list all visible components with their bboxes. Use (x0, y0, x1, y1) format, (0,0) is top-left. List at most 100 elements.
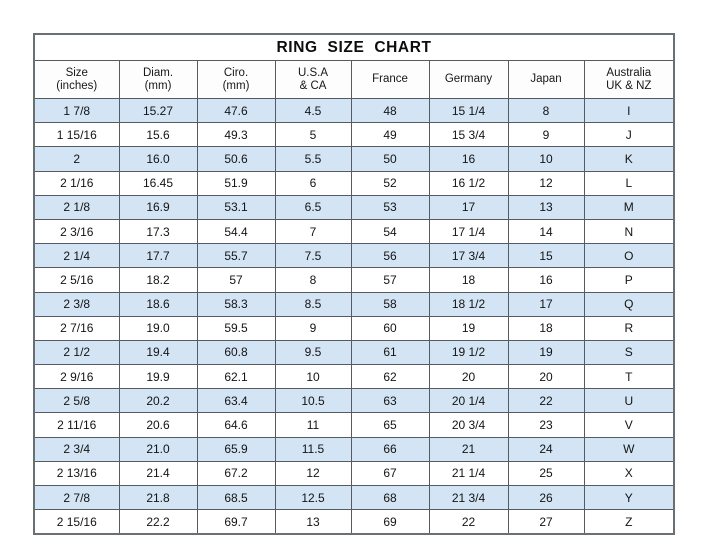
table-cell: 61 (350, 339, 430, 366)
column-header-7: Australia UK & NZ (583, 60, 676, 99)
table-cell: 17 3/4 (428, 243, 509, 269)
column-header-2: Ciro. (mm) (196, 60, 276, 99)
table-cell: 8 (274, 267, 352, 293)
table-cell: L (583, 170, 676, 196)
table-cell: 47.6 (196, 97, 276, 124)
column-header-line1: Ciro. (223, 66, 249, 79)
table-cell: 59.5 (196, 315, 276, 341)
table-cell: 1 15/16 (33, 122, 120, 148)
column-header-line2: (mm) (144, 79, 172, 92)
table-cell: U (583, 388, 676, 414)
table-cell: 12 (507, 170, 585, 196)
table-cell: 7.5 (274, 243, 352, 269)
table-cell: 17.7 (118, 243, 198, 269)
table-cell: 2 7/8 (33, 484, 120, 511)
table-cell: 9.5 (274, 339, 352, 366)
table-cell: 51.9 (196, 170, 276, 196)
table-cell: 65.9 (196, 436, 276, 462)
table-cell: 17.3 (118, 218, 198, 245)
table-cell: 21 3/4 (428, 484, 509, 511)
table-cell: 10 (274, 364, 352, 390)
table-cell: 5 (274, 122, 352, 148)
column-header-line1: Japan (530, 73, 562, 85)
table-row: 1 7/8 15.27 47.6 4.5 48 15 1/4 8 I (33, 97, 676, 124)
table-cell: 19.9 (118, 364, 198, 390)
table-cell: 67.2 (196, 460, 276, 487)
table-cell: 16 (507, 267, 585, 293)
title-row: RING SIZE CHART (32, 33, 676, 61)
table-cell: 27 (507, 509, 585, 536)
table-cell: I (583, 97, 676, 124)
table-cell: 62.1 (196, 364, 276, 390)
table-cell: 19.0 (118, 315, 198, 341)
table-cell: 49.3 (196, 122, 276, 148)
table-cell: 22.2 (118, 509, 198, 536)
column-header-1: Diam. (mm) (118, 60, 198, 99)
column-header-line1: France (372, 73, 408, 85)
table-cell: 15 3/4 (428, 122, 509, 148)
table-row: 2 5/16 18.2 57 8 57 18 16 P (33, 267, 676, 293)
column-header-6: Japan (507, 60, 585, 99)
column-header-line1: U.S.A (297, 66, 329, 79)
table-row: 2 1/2 19.4 60.8 9.5 61 19 1/2 19 S (33, 339, 676, 366)
table-cell: 69.7 (196, 509, 276, 536)
table-cell: 18.6 (118, 291, 198, 317)
table-cell: 63 (350, 388, 430, 414)
table-cell: 15 1/4 (428, 97, 509, 124)
table-cell: 67 (350, 460, 430, 487)
table-cell: 62 (350, 364, 430, 390)
ring-size-table: RING SIZE CHART Size (inches) Diam. (mm) Cir… (32, 33, 676, 536)
table-cell: 49 (350, 122, 430, 148)
table-cell: 19 (507, 339, 585, 366)
table-cell: N (583, 218, 676, 245)
table-cell: 50.6 (196, 146, 276, 172)
table-cell: 60.8 (196, 339, 276, 366)
table-cell: S (583, 339, 676, 366)
table-cell: 15 (507, 243, 585, 269)
chart-title-cell: RING SIZE CHART (32, 33, 676, 61)
column-header-line2: (mm) (222, 79, 250, 92)
table-cell: 18 1/2 (428, 291, 509, 317)
table-cell: 9 (507, 122, 585, 148)
table-cell: 16.0 (118, 146, 198, 172)
table-cell: 1 7/8 (33, 97, 120, 124)
table-cell: M (583, 194, 676, 220)
column-header-3: U.S.A & CA (274, 60, 352, 99)
column-header-line2: UK & NZ (606, 79, 652, 92)
table-row: 2 1/8 16.9 53.1 6.5 53 17 13 M (33, 194, 676, 220)
table-cell: 2 1/4 (33, 243, 120, 269)
table-cell: 10.5 (274, 388, 352, 414)
table-cell: 2 3/4 (33, 436, 120, 462)
table-cell: 20 (507, 364, 585, 390)
table-cell: 2 1/8 (33, 194, 120, 220)
table-row: 2 11/16 20.6 64.6 11 65 20 3/4 23 V (33, 412, 676, 438)
table-cell: 21.0 (118, 436, 198, 462)
table-cell: 2 11/16 (33, 412, 120, 438)
table-cell: 23 (507, 412, 585, 438)
table-cell: 7 (274, 218, 352, 245)
table-row: 2 15/16 22.2 69.7 13 69 22 27 Z (33, 509, 676, 536)
table-cell: 9 (274, 315, 352, 341)
table-cell: 11 (274, 412, 352, 438)
table-cell: 2 15/16 (33, 509, 120, 536)
table-cell: 17 (428, 194, 509, 220)
table-cell: 8.5 (274, 291, 352, 317)
table-cell: V (583, 412, 676, 438)
table-cell: 54.4 (196, 218, 276, 245)
table-row: 2 3/16 17.3 54.4 7 54 17 1/4 14 N (33, 218, 676, 245)
table-cell: 16 (428, 146, 509, 172)
table-row: 2 7/16 19.0 59.5 9 60 19 18 R (33, 315, 676, 341)
table-cell: 26 (507, 484, 585, 511)
table-cell: J (583, 122, 676, 148)
table-cell: 22 (428, 509, 509, 536)
table-cell: 2 3/16 (33, 218, 120, 245)
table-cell: 63.4 (196, 388, 276, 414)
table-cell: 13 (274, 509, 352, 536)
page-title: RING SIZE CHART (276, 39, 432, 56)
column-header-5: Germany (428, 60, 509, 99)
table-cell: 16.9 (118, 194, 198, 220)
table-cell: 17 (507, 291, 585, 317)
table-cell: 58.3 (196, 291, 276, 317)
table-cell: 2 5/16 (33, 267, 120, 293)
table-cell: 66 (350, 436, 430, 462)
